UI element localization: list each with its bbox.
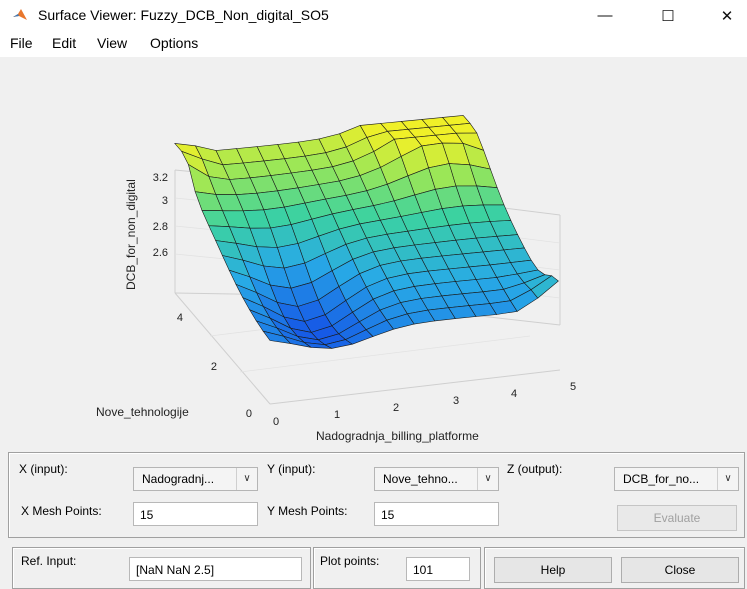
z-axis-ticks: 2.6 2.8 3 3.2 (153, 172, 168, 259)
x-mesh-label: X Mesh Points: (21, 504, 102, 518)
z-tick: 2.8 (153, 221, 168, 233)
x-tick: 3 (453, 395, 459, 407)
title-bar: Surface Viewer: Fuzzy_DCB_Non_digital_SO… (0, 0, 747, 31)
action-buttons-panel: Help Close (484, 547, 745, 589)
x-tick: 4 (511, 388, 517, 400)
surface-plot: 2.6 2.8 3 3.2 DCB_for_non_digital 0 2 4 … (96, 115, 576, 443)
close-window-button[interactable]: ✕ (704, 0, 747, 31)
plot-points-panel: Plot points: 101 (313, 547, 481, 589)
x-tick: 2 (393, 402, 399, 414)
x-input-label: X (input): (19, 462, 68, 476)
y-tick: 4 (177, 312, 183, 324)
ref-input-field[interactable]: [NaN NaN 2.5] (129, 557, 302, 581)
z-tick: 3 (162, 195, 168, 207)
y-mesh-label: Y Mesh Points: (267, 504, 348, 518)
surface-face (530, 275, 559, 299)
y-axis-ticks: 0 2 4 (177, 312, 252, 420)
ref-input-label: Ref. Input: (21, 554, 77, 568)
surface-plot-area[interactable]: 2.6 2.8 3 3.2 DCB_for_non_digital 0 2 4 … (0, 57, 747, 448)
minimize-icon: — (597, 7, 613, 24)
z-output-label: Z (output): (507, 462, 563, 476)
menu-edit[interactable]: Edit (52, 35, 77, 51)
z-axis-label: DCB_for_non_digital (124, 179, 138, 290)
y-mesh-points-input[interactable]: 15 (374, 502, 499, 526)
minimize-button[interactable]: — (582, 0, 628, 31)
y-axis-label: Nove_tehnologije (96, 405, 189, 419)
x-axis-ticks: 0 1 2 3 4 5 (273, 381, 576, 428)
x-mesh-points-input[interactable]: 15 (133, 502, 258, 526)
x-tick: 5 (570, 381, 576, 393)
help-button[interactable]: Help (494, 557, 612, 583)
maximize-icon: ☐ (661, 7, 675, 25)
window-title: Surface Viewer: Fuzzy_DCB_Non_digital_SO… (38, 7, 329, 23)
z-tick: 2.6 (153, 247, 168, 259)
maximize-button[interactable]: ☐ (645, 0, 691, 31)
y-input-value: Nove_tehno... (383, 472, 458, 486)
x-input-value: Nadogradnj... (142, 472, 215, 486)
x-input-select[interactable]: Nadogradnj... ∨ (133, 467, 258, 491)
ref-input-panel: Ref. Input: [NaN NaN 2.5] (12, 547, 311, 589)
x-tick: 1 (334, 409, 340, 421)
menu-options[interactable]: Options (150, 35, 199, 51)
z-output-select[interactable]: DCB_for_no... ∨ (614, 467, 739, 491)
chevron-down-icon: ∨ (236, 468, 257, 490)
menu-file[interactable]: File (10, 35, 33, 51)
close-icon: ✕ (720, 7, 734, 25)
fuzzy-surface-mesh (174, 115, 559, 349)
x-axis-label: Nadogradnja_billing_platforme (316, 429, 479, 443)
y-input-label: Y (input): (267, 462, 316, 476)
evaluate-button[interactable]: Evaluate (617, 505, 737, 531)
menu-view[interactable]: View (97, 35, 128, 51)
z-output-value: DCB_for_no... (623, 472, 700, 486)
x-tick: 0 (273, 416, 279, 428)
y-tick: 0 (246, 408, 252, 420)
plot-points-label: Plot points: (320, 554, 380, 568)
menu-bar: File Edit View Options (0, 31, 747, 57)
close-button[interactable]: Close (621, 557, 739, 583)
plot-points-input[interactable]: 101 (406, 557, 470, 581)
chevron-down-icon: ∨ (477, 468, 498, 490)
axis-selection-panel: X (input): Nadogradnj... ∨ Y (input): No… (8, 452, 745, 538)
y-tick: 2 (211, 361, 217, 373)
chevron-down-icon: ∨ (717, 468, 738, 490)
matlab-icon (13, 9, 27, 20)
z-tick: 3.2 (153, 172, 168, 184)
y-input-select[interactable]: Nove_tehno... ∨ (374, 467, 499, 491)
